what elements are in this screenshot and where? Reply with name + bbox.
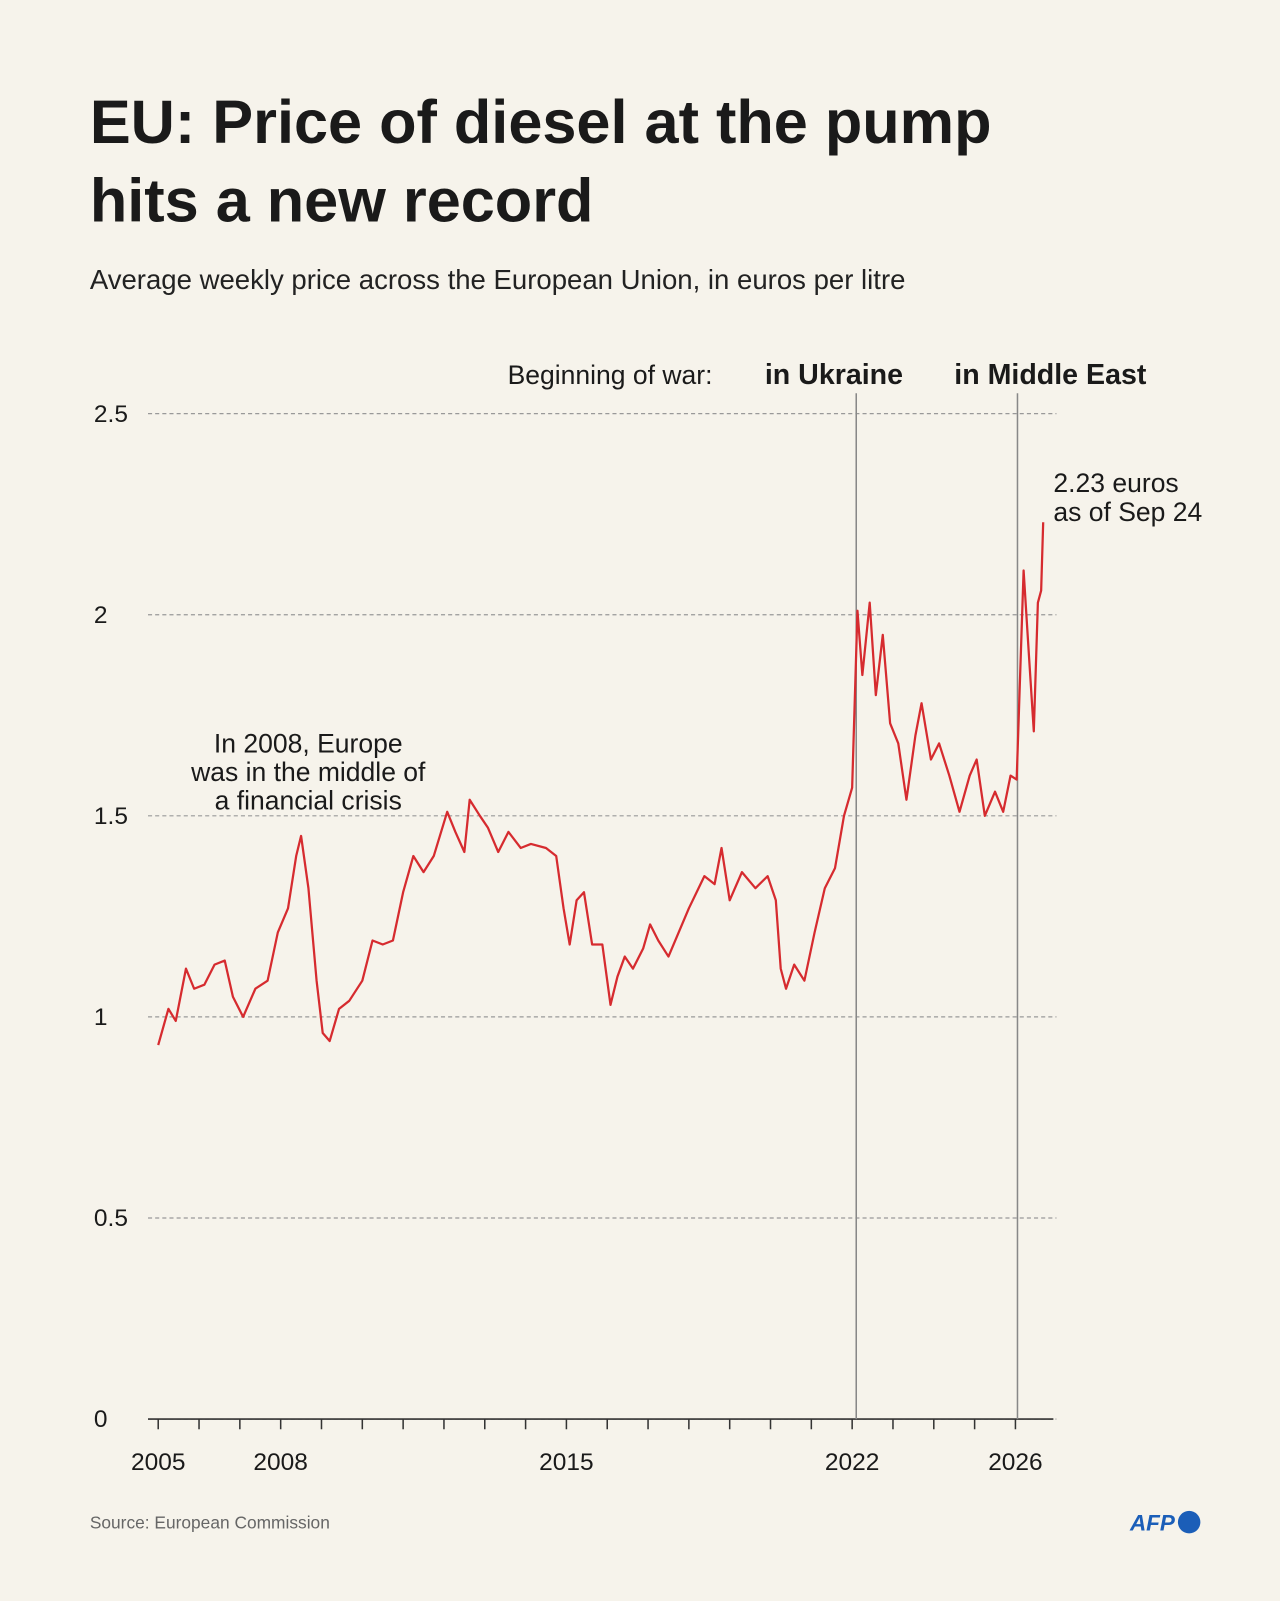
y-tick-label: 0 [94, 1406, 108, 1433]
annotation: as of Sep 24 [1053, 497, 1202, 527]
annotation: a financial crisis [215, 786, 402, 816]
y-tick-label: 2.5 [94, 401, 128, 428]
annotation: was in the middle of [190, 757, 426, 787]
y-tick-label: 2 [94, 602, 108, 629]
event-label: in Middle East [954, 359, 1147, 391]
y-tick-label: 1 [94, 1004, 108, 1031]
annotation: In 2008, Europe [214, 729, 403, 759]
logo-dot [1177, 1510, 1201, 1534]
x-tick-label: 2015 [539, 1449, 593, 1476]
y-tick-label: 0.5 [94, 1205, 128, 1232]
logo: AFP [1129, 1510, 1175, 1535]
chart-subtitle: Average weekly price across the European… [90, 264, 906, 295]
source: Source: European Commission [90, 1512, 330, 1532]
y-tick-label: 1.5 [94, 803, 128, 830]
chart-title: EU: Price of diesel at the pump [90, 88, 992, 156]
event-label: in Ukraine [765, 359, 903, 391]
x-tick-label: 2008 [253, 1449, 307, 1476]
x-tick-label: 2022 [825, 1449, 879, 1476]
x-tick-label: 2005 [131, 1449, 185, 1476]
annotation: 2.23 euros [1053, 468, 1178, 498]
chart-title: hits a new record [90, 167, 594, 235]
price-line [157, 522, 1045, 1046]
event-heading: Beginning of war: [508, 360, 713, 390]
x-tick-label: 2026 [988, 1449, 1042, 1476]
